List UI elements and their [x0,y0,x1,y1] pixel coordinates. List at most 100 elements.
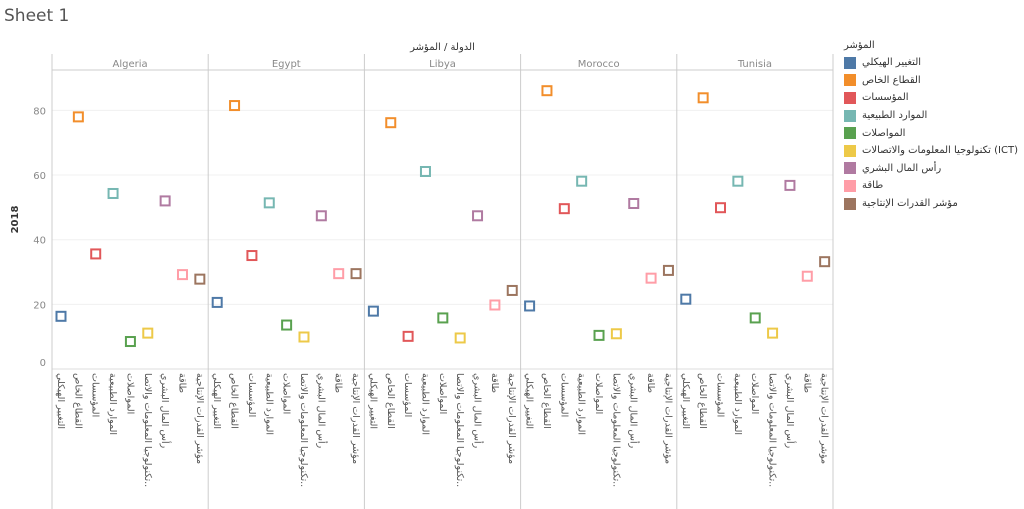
legend-label: مؤشر القدرات الإنتاجية [862,198,958,210]
y-tick-label: 80 [33,106,46,117]
y-tick-label: 40 [33,236,46,247]
x-tick-label: مؤشر القدرات الإنتاجية [194,373,205,464]
y-axis-label: 2018 [10,206,21,234]
x-tick-label: المواصلات [124,373,135,414]
x-tick-label: الموارد الطبيعية [107,373,118,435]
legend-item[interactable]: تكنولوجيا المعلومات والاتصالات (ICT) [844,142,1018,160]
data-point [159,195,171,207]
panel-header-algeria: Algeria [113,59,148,70]
legend-item[interactable]: مؤشر القدرات الإنتاجية [844,195,1018,213]
legend-swatch [844,109,856,122]
legend-swatch [844,179,856,192]
legend-label: رأس المال البشري [862,162,942,174]
x-tick-label: المؤسسات [558,373,569,417]
data-point [472,210,484,222]
data-point [333,268,345,280]
x-tick-label: المواصلات [593,373,604,414]
data-point [767,327,779,339]
x-tick-label: الموارد الطبيعية [419,373,430,435]
legend-label: طاقة [862,180,884,192]
data-point [90,248,102,260]
legend-label: القطاع الخاص [862,74,921,86]
legend-item[interactable]: الموارد الطبيعية [844,107,1018,125]
x-tick-label: طاقة [489,373,500,393]
legend-item[interactable]: رأس المال البشري [844,160,1018,178]
data-point [732,175,744,187]
data-point [558,203,570,215]
data-point [437,312,449,324]
data-point [576,175,588,187]
data-point [367,305,379,317]
panel-header-egypt: Egypt [272,59,301,70]
legend-item[interactable]: المؤسسات [844,89,1018,107]
legend-swatch [844,91,856,104]
data-point [610,328,622,340]
x-tick-label: القطاع الخاص [229,373,240,429]
data-point [281,319,293,331]
legend-swatch [844,197,856,210]
data-point [697,92,709,104]
x-tick-label: تكنولوجيا المعلومات والاتصا.. [298,373,309,487]
x-tick-label: طاقة [645,373,656,393]
column-header: الدولة / المؤشر [409,42,475,53]
data-point [263,197,275,209]
data-point [715,202,727,214]
x-tick-label: مؤشر القدرات الإنتاجية [662,373,673,464]
x-tick-label: القطاع الخاص [697,373,708,429]
x-tick-label: تكنولوجيا المعلومات والاتصا.. [454,373,465,487]
legend-swatch [844,127,856,140]
data-point [541,85,553,97]
legend-item[interactable]: القطاع الخاص [844,72,1018,90]
x-tick-label: مؤشر القدرات الإنتاجية [819,373,830,464]
legend: المؤشر التغيير الهيكلي القطاع الخاص المؤسس… [844,40,1018,212]
data-point [784,179,796,191]
data-point [315,210,327,222]
data-point [489,299,501,311]
scatter-chart: الدولة / المؤشر 2018 0 20 40 60 80 Algeria التغي… [10,42,834,509]
x-tick-label: طاقة [176,373,187,393]
x-tick-label: المواصلات [281,373,292,414]
panel-header-tunisia: Tunisia [737,59,772,70]
x-tick-label: رأس المال البشري [628,373,641,449]
x-tick-label: القطاع الخاص [72,373,83,429]
x-tick-label: مؤشر القدرات الإنتاجية [506,373,517,464]
legend-item[interactable]: طاقة [844,177,1018,195]
data-point [819,256,831,268]
data-point [176,269,188,281]
legend-item[interactable]: المواصلات [844,124,1018,142]
y-tick-label: 0 [40,358,46,369]
data-point [749,312,761,324]
x-tick-label: رأس المال البشري [315,373,328,449]
x-tick-label: المؤسسات [402,373,413,417]
x-tick-label: تكنولوجيا المعلومات والاتصا.. [767,373,778,487]
data-point [72,111,84,123]
data-point [801,270,813,282]
x-tick-label: المواصلات [749,373,760,414]
legend-title: المؤشر [844,40,875,51]
panel-header-libya: Libya [429,59,456,70]
data-point [680,293,692,305]
x-tick-label: رأس المال البشري [472,373,485,449]
data-point [593,329,605,341]
y-tick-label: 20 [33,300,46,311]
x-tick-label: القطاع الخاص [541,373,552,429]
data-point [454,332,466,344]
x-tick-label: التغيير الهيكلي [211,373,222,429]
x-tick-label: رأس المال البشري [784,373,797,449]
data-point [211,296,223,308]
x-tick-label: التغيير الهيكلي [55,373,66,429]
data-point [229,100,241,112]
legend-item[interactable]: التغيير الهيكلي [844,54,1018,72]
legend-label: الموارد الطبيعية [862,110,928,122]
x-tick-label: تكنولوجيا المعلومات والاتصا.. [142,373,153,487]
x-tick-label: رأس المال البشري [159,373,172,449]
x-tick-label: طاقة [801,373,812,393]
data-point [246,250,258,262]
x-tick-label: الموارد الطبيعية [732,373,743,435]
x-tick-label: مؤشر القدرات الإنتاجية [350,373,361,464]
data-point [142,327,154,339]
x-tick-label: تكنولوجيا المعلومات والاتصا.. [610,373,621,487]
legend-label: التغيير الهيكلي [862,57,922,69]
legend-swatch [844,144,856,157]
data-point [506,284,518,296]
